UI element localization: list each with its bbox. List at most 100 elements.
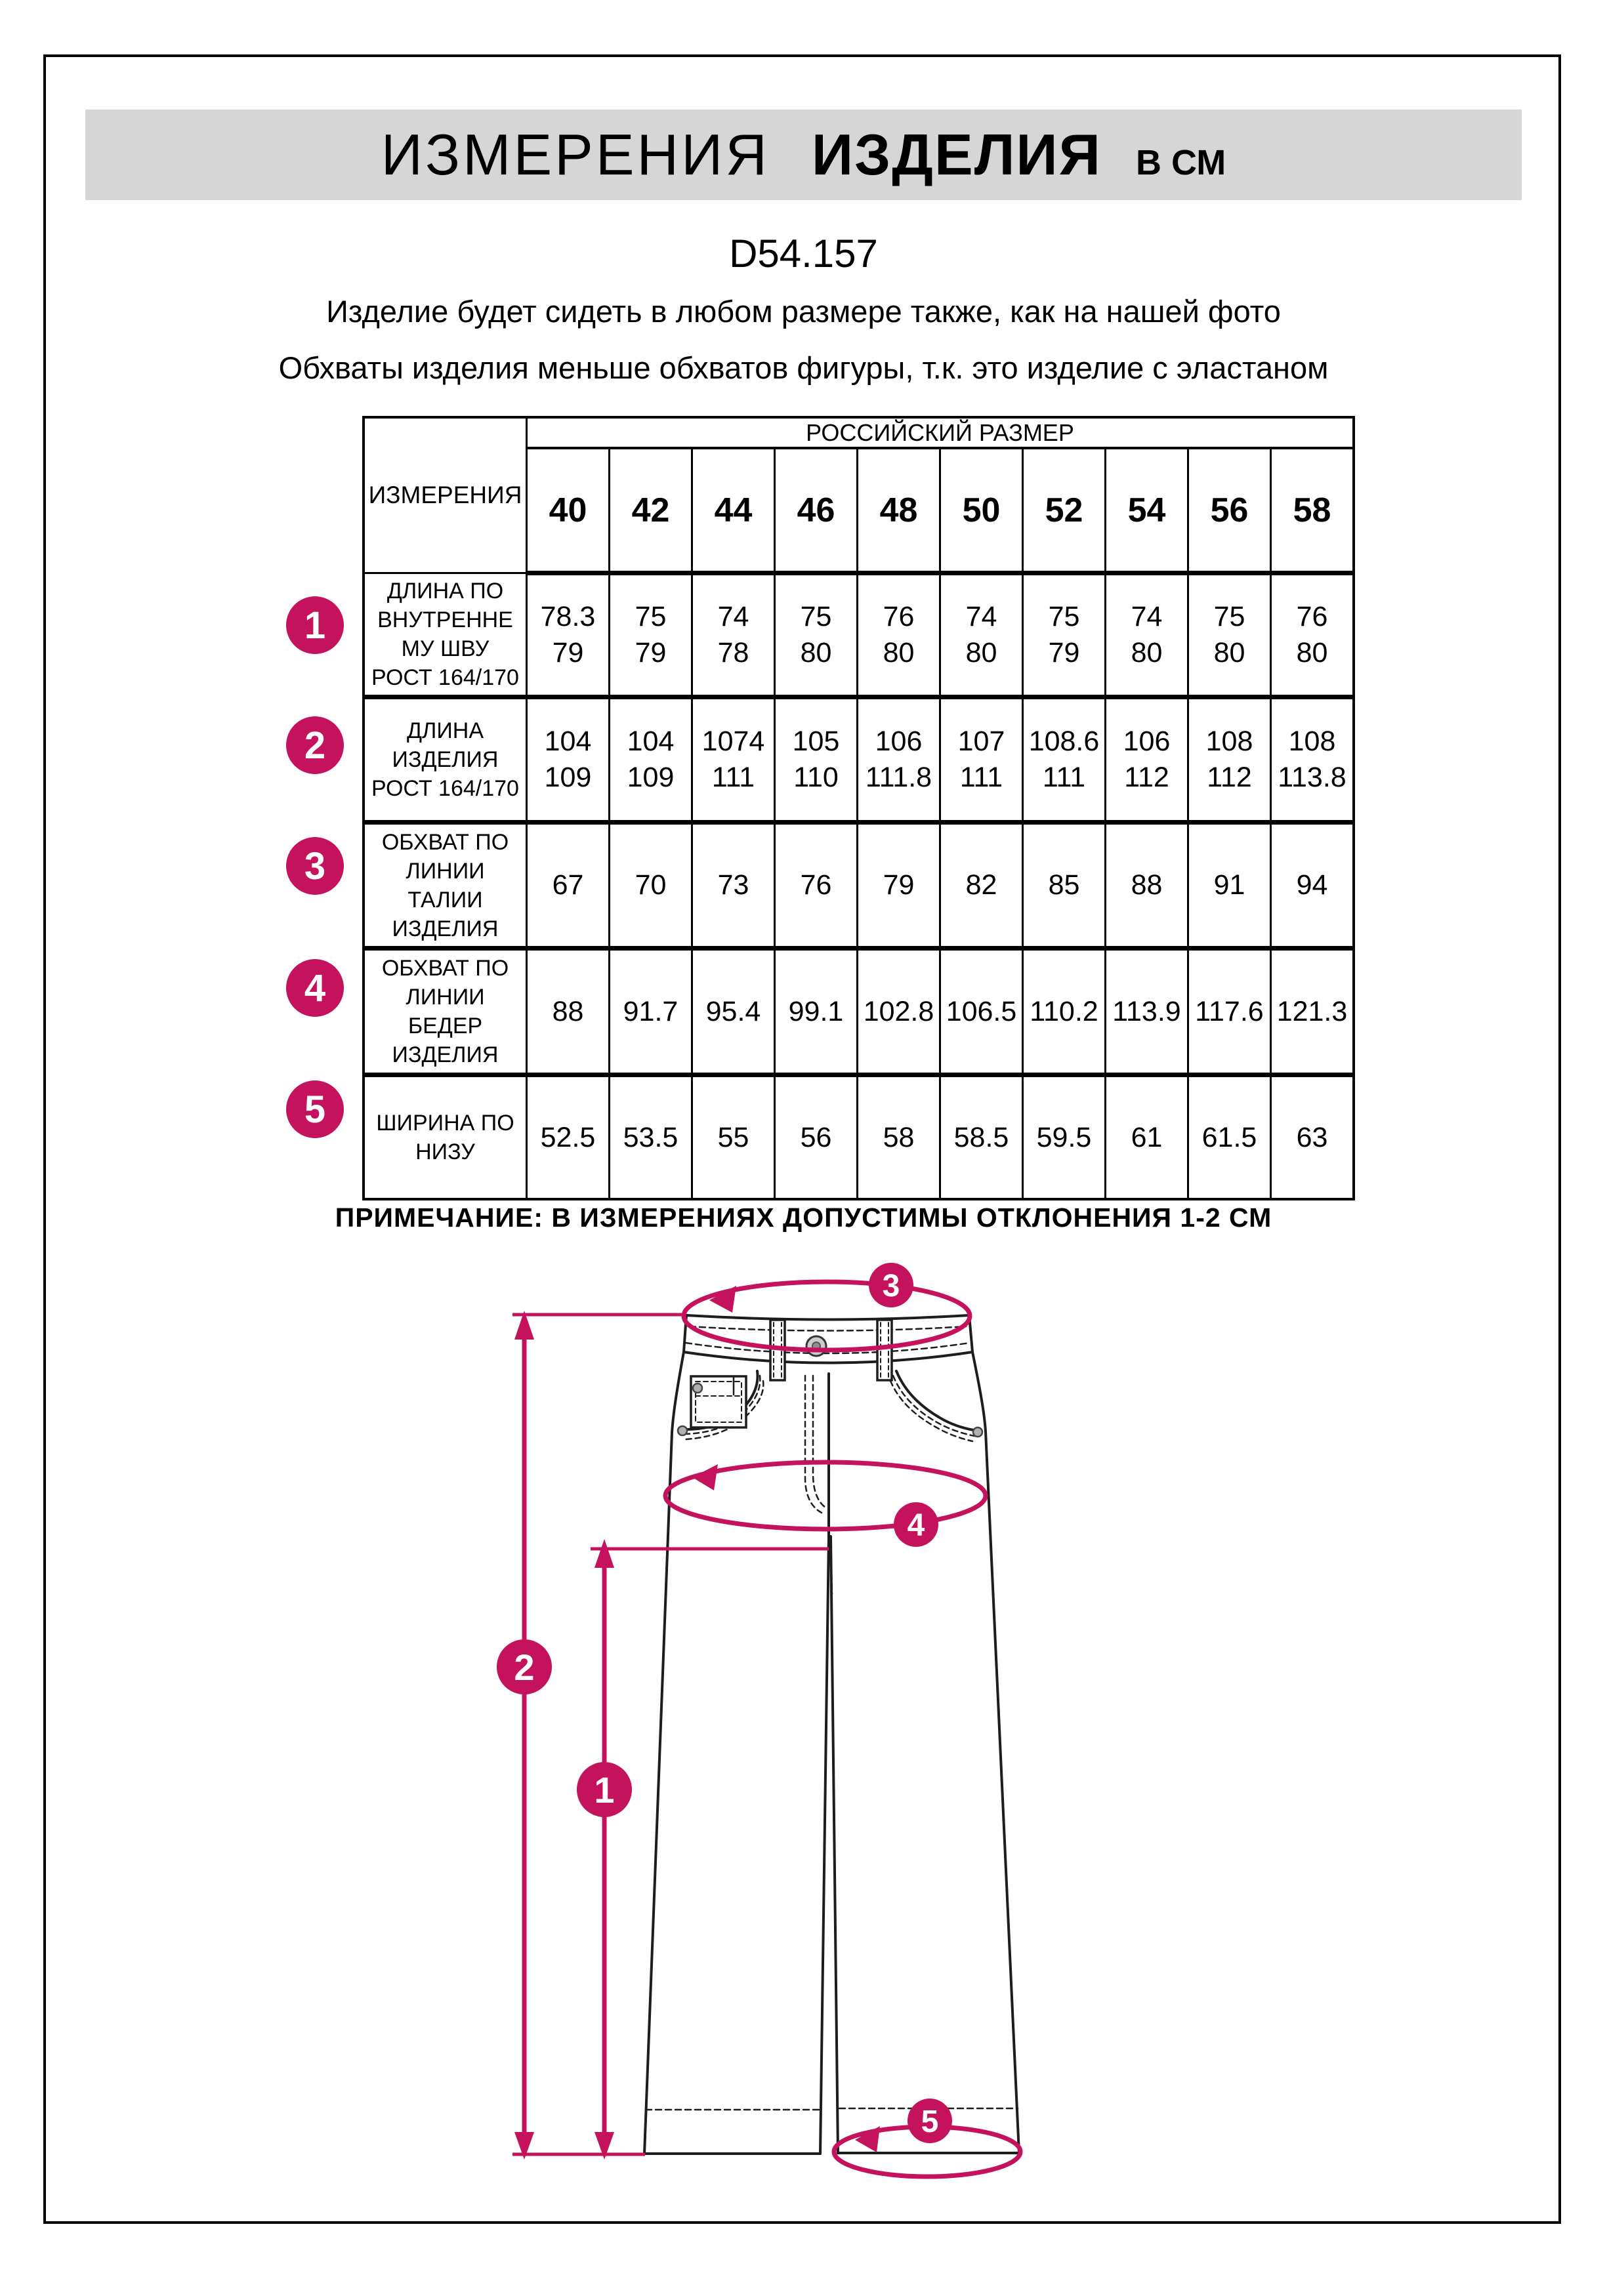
table-cell: 75 80: [1187, 572, 1272, 699]
jeans-sketch: [643, 1314, 1020, 2155]
size-header: 48: [856, 447, 941, 575]
page-title-secondary: ИЗДЕЛИЯ: [811, 122, 1102, 187]
subtitle-line-2: Обхваты изделия меньше обхватов фигуры, …: [278, 350, 1329, 385]
hip-girth-ellipse: [663, 1460, 988, 1532]
table-cell: 85: [1022, 821, 1106, 951]
table-cell: 61: [1104, 1074, 1189, 1200]
table-cell: 1074 111: [691, 696, 776, 825]
page-title: ИЗМЕРЕНИЯ: [381, 122, 770, 187]
table-cell: 59.5: [1022, 1074, 1106, 1200]
table-cell: 99.1: [774, 947, 858, 1077]
table-cell: 76: [774, 821, 858, 951]
table-cell: 113.9: [1104, 947, 1189, 1077]
table-cell: 55: [691, 1074, 776, 1200]
table-cell: 117.6: [1187, 947, 1272, 1077]
diagram-badge-2: [497, 1639, 552, 1694]
table-row-sizes: 40 42 44 46 48 50 52 54 56 58: [364, 447, 1355, 575]
diagram-badge-1-label: 1: [594, 1769, 614, 1811]
size-header: 42: [608, 447, 693, 575]
arrowheads: [514, 1286, 880, 2160]
page-border: [43, 54, 1561, 2224]
title-bar: ИЗМЕРЕНИЯ ИЗДЕЛИЯ В СМ: [85, 110, 1522, 200]
table-cell: 61.5: [1187, 1074, 1272, 1200]
diagram-badge-2-label: 2: [514, 1647, 534, 1688]
jeans-silhouette: [644, 1315, 1019, 2154]
table-cell: 78.3 79: [526, 572, 610, 699]
rivet: [972, 1426, 984, 1438]
row-badge-2: 2: [286, 716, 344, 774]
table-cell: 82: [939, 821, 1024, 951]
table-cell: 95.4: [691, 947, 776, 1077]
table-row-group-header: ИЗМЕРЕНИЯ РОССИЙСКИЙ РАЗМЕР: [362, 416, 1355, 574]
table-cell: 110.2: [1022, 947, 1106, 1077]
measurements-column-header: ИЗМЕРЕНИЯ: [362, 416, 528, 574]
table-cell: 91: [1187, 821, 1272, 951]
size-header: 58: [1270, 447, 1355, 575]
table-cell: 104 109: [608, 696, 693, 825]
table-cell: 75 79: [608, 572, 693, 699]
hem-ellipse-arrowhead: [855, 2126, 880, 2152]
page-title-unit: В СМ: [1135, 143, 1226, 182]
waist-ellipse-arrowhead: [709, 1286, 736, 1313]
table-row-waist-girth: ОБХВАТ ПО ЛИНИИ ТАЛИИ ИЗДЕЛИЯ 67 70 73 7…: [362, 821, 1355, 951]
row-label: ШИРИНА ПО НИЗУ: [362, 1074, 528, 1200]
diagram-badge-5: [908, 2099, 952, 2143]
row-label: ОБХВАТ ПО ЛИНИИ БЕДЕР ИЗДЕЛИЯ: [362, 947, 528, 1077]
table-row-inseam-length: ДЛИНА ПО ВНУТРЕННЕ МУ ШВУ РОСТ 164/170 7…: [362, 572, 1355, 699]
table-cell: 102.8: [856, 947, 941, 1077]
size-header: 50: [939, 447, 1024, 575]
size-header: 46: [774, 447, 858, 575]
table-cell: 53.5: [608, 1074, 693, 1200]
table-row-garment-length: ДЛИНА ИЗДЕЛИЯ РОСТ 164/170 104 109 104 1…: [362, 696, 1355, 825]
row-label: ДЛИНА ИЗДЕЛИЯ РОСТ 164/170: [362, 696, 528, 825]
table-cell: 106 111.8: [856, 696, 941, 825]
table-cell: 52.5: [526, 1074, 610, 1200]
diagram-badge-4-label: 4: [908, 1508, 925, 1543]
table-cell: 79: [856, 821, 941, 951]
table-cell: 63: [1270, 1074, 1355, 1200]
table-cell: 108 112: [1187, 696, 1272, 825]
table-cell: 108.6 111: [1022, 696, 1106, 825]
row-badge-3: 3: [286, 837, 344, 895]
table-cell: 108 113.8: [1270, 696, 1355, 825]
diagram-badge-4: [894, 1502, 938, 1547]
row-badge-1: 1: [286, 596, 344, 654]
table-cell: 74 78: [691, 572, 776, 699]
table-cell: 75 80: [774, 572, 858, 699]
size-table: ИЗМЕРЕНИЯ РОССИЙСКИЙ РАЗМЕР 40 42 44 46 …: [362, 416, 1355, 1200]
table-cell: 106.5: [939, 947, 1024, 1077]
table-cell: 94: [1270, 821, 1355, 951]
hip-ellipse-arrowhead: [692, 1464, 718, 1490]
row-badge-4: 4: [286, 959, 344, 1017]
table-cell: 74 80: [1104, 572, 1189, 699]
table-cell: 88: [1104, 821, 1189, 951]
right-pocket-curve: [895, 1370, 979, 1432]
size-header: 40: [526, 447, 610, 575]
size-header: 56: [1187, 447, 1272, 575]
belt-loops: [769, 1319, 893, 1382]
rivet: [677, 1425, 688, 1437]
row-label: ДЛИНА ПО ВНУТРЕННЕ МУ ШВУ РОСТ 164/170: [362, 572, 528, 699]
rivet: [692, 1382, 703, 1394]
table-cell: 56: [774, 1074, 858, 1200]
diagram-badge-3-label: 3: [883, 1269, 900, 1303]
size-header: 52: [1022, 447, 1106, 575]
table-cell: 74 80: [939, 572, 1024, 699]
row-label: ОБХВАТ ПО ЛИНИИ ТАЛИИ ИЗДЕЛИЯ: [362, 821, 528, 951]
model-number: D54.157: [729, 232, 878, 276]
table-cell: 70: [608, 821, 693, 951]
table-cell: 75 79: [1022, 572, 1106, 699]
size-header: 54: [1104, 447, 1189, 575]
pants-technical-drawing: 3 4 2 1 5: [497, 1263, 1023, 2179]
diagram-badge-5-label: 5: [921, 2104, 939, 2139]
table-cell: 104 109: [526, 696, 610, 825]
table-cell: 73: [691, 821, 776, 951]
russian-size-header: РОССИЙСКИЙ РАЗМЕР: [526, 416, 1355, 449]
diagram-badge-1: [577, 1762, 632, 1817]
table-cell: 76 80: [856, 572, 941, 699]
table-row-hip-girth: ОБХВАТ ПО ЛИНИИ БЕДЕР ИЗДЕЛИЯ 88 91.7 95…: [362, 947, 1355, 1077]
fly-stitch: [804, 1374, 823, 1514]
table-cell: 88: [526, 947, 610, 1077]
table-cell: 121.3: [1270, 947, 1355, 1077]
